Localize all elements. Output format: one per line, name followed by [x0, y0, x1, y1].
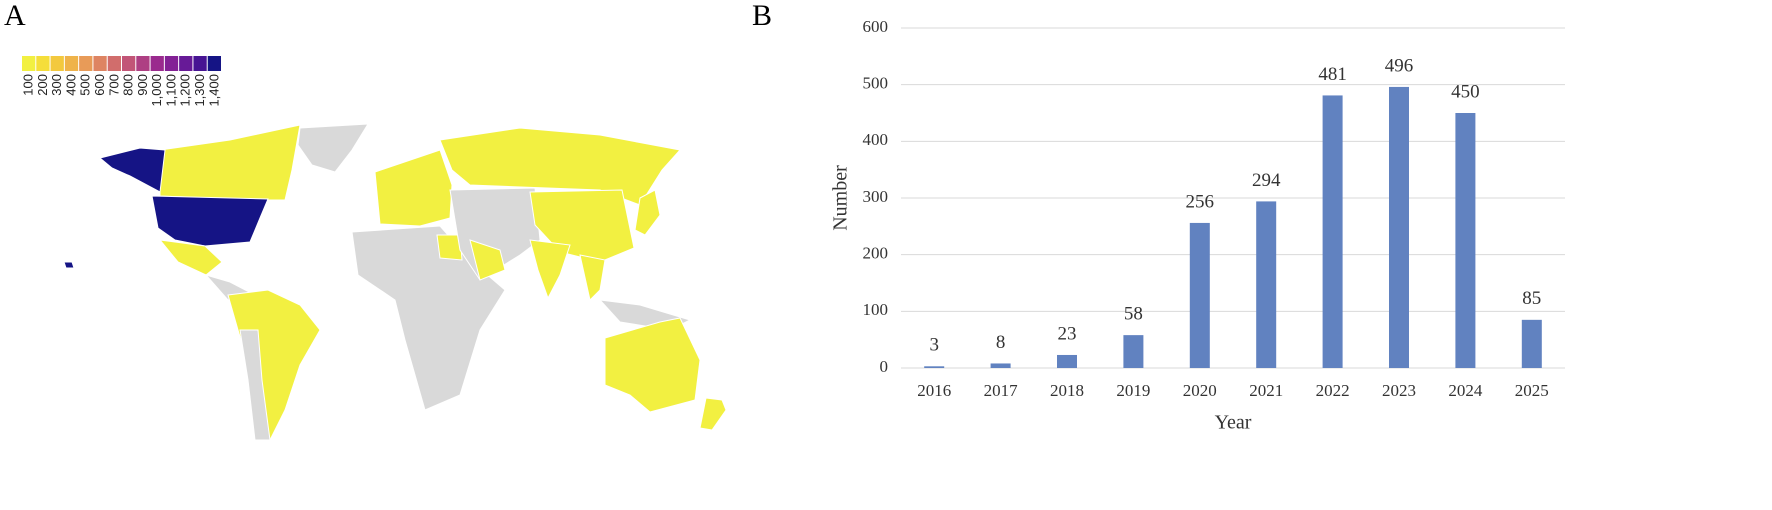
x-tick-label: 2018 [1050, 381, 1084, 400]
world-map [63, 123, 727, 441]
legend-label: 1,100 [163, 74, 178, 107]
legend-swatch [22, 56, 36, 71]
india [529, 239, 571, 300]
x-tick-label: 2016 [917, 381, 951, 400]
middle-east [449, 187, 541, 281]
y-tick-label: 600 [863, 17, 889, 36]
y-tick-label: 0 [880, 357, 889, 376]
x-tick-label: 2025 [1515, 381, 1549, 400]
legend-label: 900 [135, 74, 150, 96]
legend-swatch [93, 56, 107, 71]
legend-label: 300 [49, 74, 64, 96]
australia [604, 317, 701, 413]
bar [1322, 95, 1343, 368]
x-tick-label: 2021 [1249, 381, 1283, 400]
egypt [436, 234, 463, 261]
bar [1256, 201, 1277, 368]
data-label: 58 [1124, 303, 1143, 324]
bar [924, 366, 945, 368]
legend-label: 1,300 [192, 74, 207, 107]
canada [159, 124, 301, 201]
legend-swatch [36, 56, 50, 71]
data-label: 256 [1186, 191, 1215, 212]
y-axis-label: Number [830, 165, 852, 231]
bar [1521, 319, 1542, 368]
legend-swatch [164, 56, 179, 71]
legend-swatch [207, 56, 221, 71]
legend-swatch [64, 56, 79, 71]
data-label: 481 [1318, 64, 1347, 85]
legend-swatch [150, 56, 164, 71]
data-label: 3 [929, 335, 939, 356]
russia [439, 127, 681, 206]
legend-swatch [50, 56, 64, 71]
legend-swatch [136, 56, 150, 71]
x-tick-label: 2017 [984, 381, 1019, 400]
hawaii [63, 261, 75, 269]
x-tick-label: 2023 [1382, 381, 1416, 400]
alaska [98, 147, 166, 193]
new-zealand [699, 397, 727, 431]
x-tick-label: 2024 [1448, 381, 1483, 400]
japan [634, 189, 661, 236]
y-tick-label: 400 [863, 130, 889, 149]
bar [1389, 86, 1409, 368]
south-america [227, 289, 321, 441]
legend-label: 600 [92, 74, 107, 96]
legend-label: 1,400 [206, 74, 221, 107]
data-label: 496 [1385, 55, 1414, 76]
bar [1189, 222, 1210, 368]
usa [151, 195, 269, 247]
data-label: 85 [1522, 288, 1541, 309]
y-tick-label: 300 [863, 187, 889, 206]
x-axis-label: Year [1215, 412, 1252, 434]
data-label: 450 [1451, 81, 1480, 102]
chile [239, 329, 271, 441]
x-tick-label: 2022 [1316, 381, 1350, 400]
legend-label: 800 [121, 74, 136, 96]
legend-swatch [122, 56, 136, 71]
saudi-arabia [469, 239, 506, 281]
legend-swatch [79, 56, 93, 71]
mexico [158, 239, 223, 276]
data-label: 23 [1058, 323, 1077, 344]
data-label: 8 [996, 332, 1006, 353]
bar [1123, 335, 1144, 368]
legend-label: 1,200 [178, 74, 193, 107]
x-tick-label: 2020 [1183, 381, 1217, 400]
y-tick-label: 200 [863, 244, 889, 263]
legend-label: 400 [63, 74, 78, 96]
y-tick-label: 100 [863, 300, 889, 319]
legend-label: 500 [78, 74, 93, 96]
legend-label: 1,000 [149, 74, 164, 107]
legend-swatch [193, 56, 207, 71]
panel-label: B [752, 0, 772, 32]
europe [374, 149, 453, 227]
legend-swatch [179, 56, 193, 71]
panel-label: A [4, 0, 26, 32]
x-tick-label: 2019 [1116, 381, 1150, 400]
bar [1057, 354, 1077, 368]
legend-label: 700 [106, 74, 121, 96]
legend-label: 200 [35, 74, 50, 96]
legend-label: 100 [21, 74, 36, 96]
y-tick-label: 500 [863, 74, 889, 93]
bar [990, 363, 1011, 368]
legend-swatch [107, 56, 121, 71]
bar [1455, 113, 1476, 368]
southeast-asia [579, 254, 606, 301]
data-label: 294 [1252, 170, 1281, 191]
greenland [297, 123, 369, 173]
